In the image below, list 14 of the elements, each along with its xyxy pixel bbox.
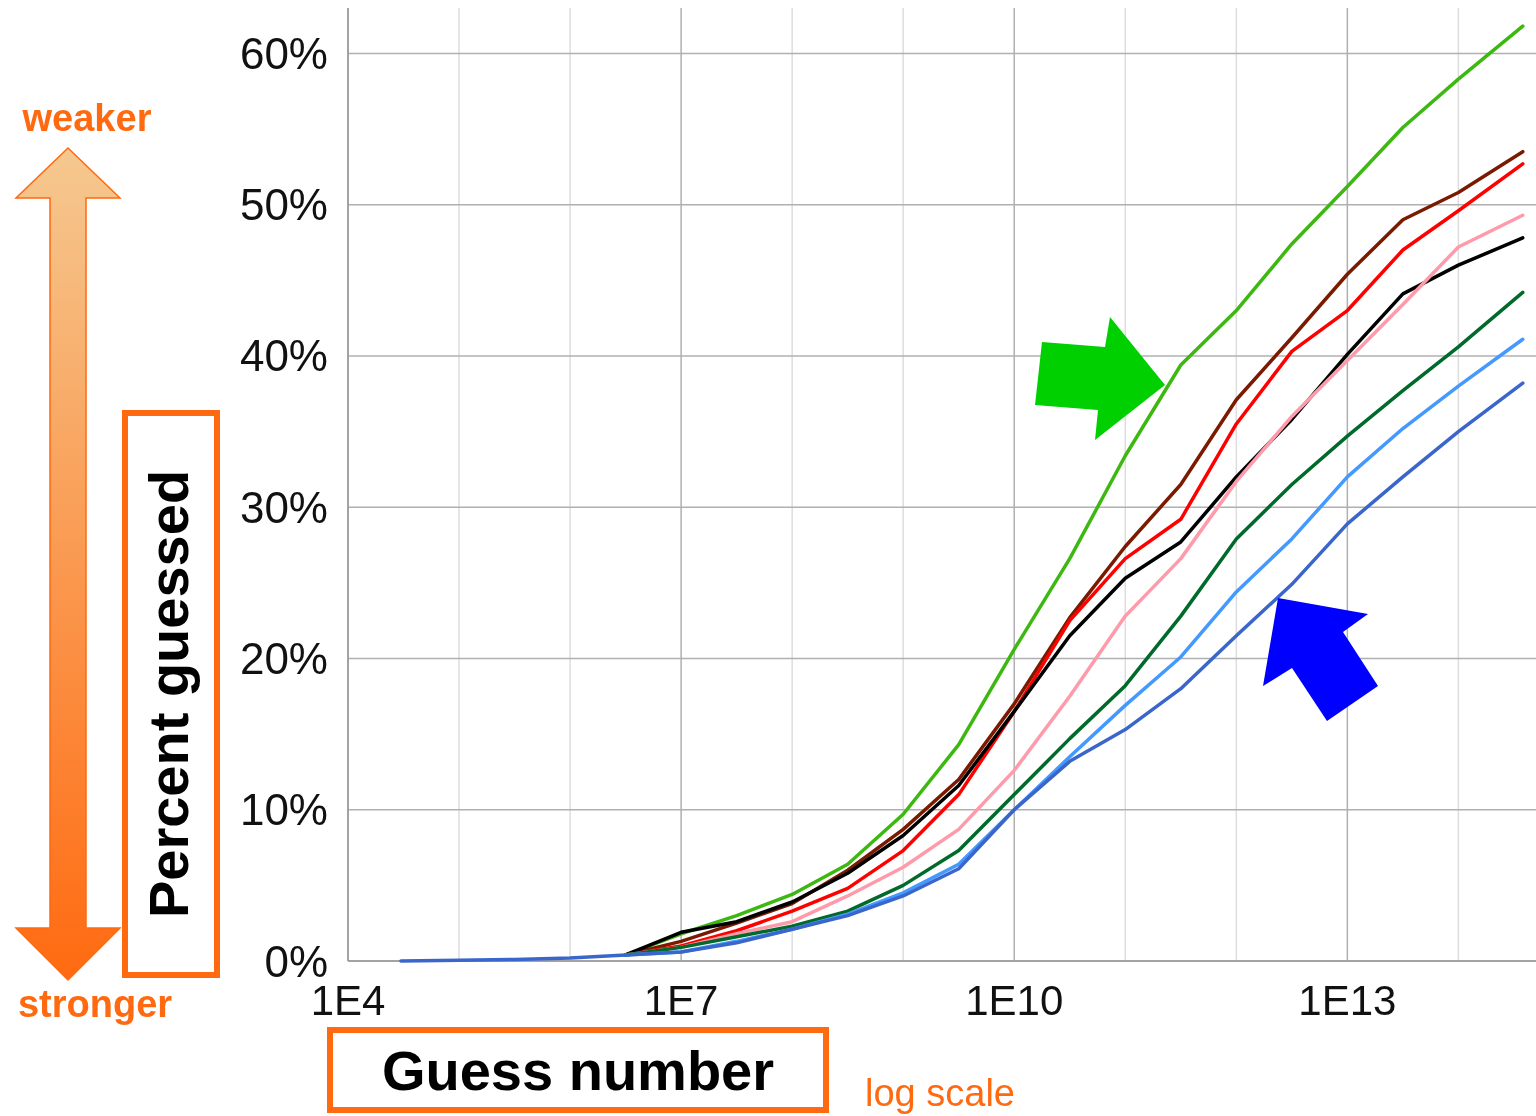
text: weaker <box>21 97 152 139</box>
x-tick-label: 1E13 <box>1298 976 1397 1024</box>
y-tick-label: 30% <box>239 482 328 532</box>
y-tick-label: 60% <box>239 28 328 78</box>
x-tick-label: 1E7 <box>643 976 719 1024</box>
x-tick-label: 1E10 <box>965 976 1064 1024</box>
text: log scale <box>865 1072 1015 1114</box>
x-axis-title: Guess number <box>381 1038 775 1102</box>
y-tick-label: 50% <box>239 180 328 230</box>
y-tick-label: 40% <box>239 331 328 381</box>
y-tick-label: 10% <box>239 785 328 835</box>
y-tick-label: 20% <box>239 633 328 683</box>
text: stronger <box>17 983 173 1025</box>
y-axis-title: Percent guessed <box>136 469 200 919</box>
